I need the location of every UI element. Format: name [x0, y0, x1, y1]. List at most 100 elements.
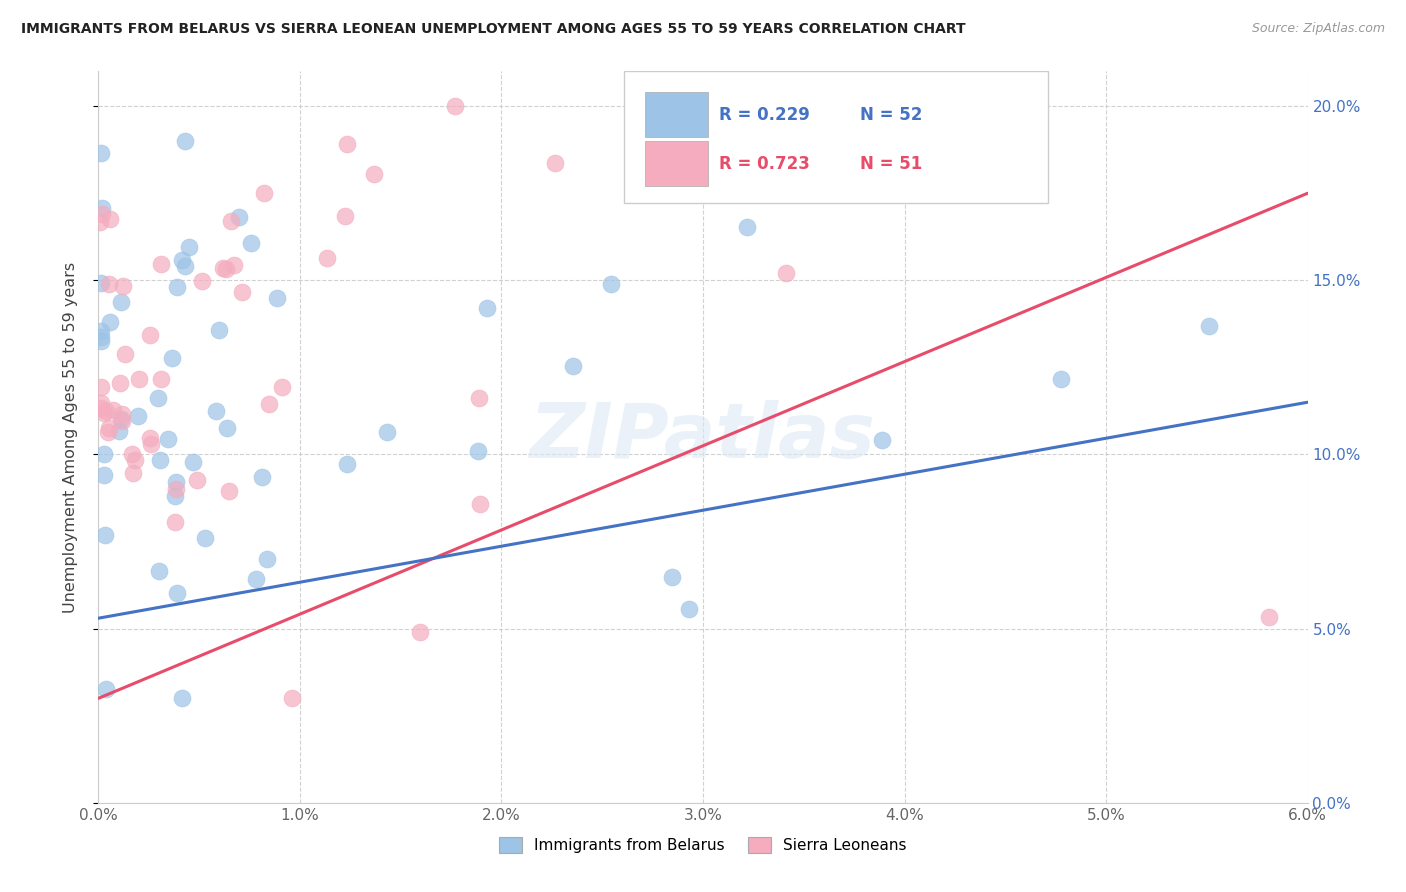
- Point: [170, 691, 193, 706]
- Point: [408, 624, 430, 639]
- Point: [128, 371, 150, 385]
- Point: [98, 277, 121, 291]
- Point: [245, 572, 267, 586]
- Point: [266, 291, 288, 305]
- Point: [561, 359, 583, 374]
- Point: [93, 405, 115, 419]
- Point: [110, 412, 132, 426]
- Point: [149, 372, 172, 386]
- Point: [315, 251, 337, 265]
- Point: [98, 315, 121, 329]
- Point: [110, 376, 132, 390]
- Point: [253, 186, 276, 201]
- Point: [111, 279, 134, 293]
- Point: [148, 564, 170, 578]
- Point: [661, 570, 683, 584]
- Point: [678, 601, 700, 615]
- Point: [250, 470, 273, 484]
- Point: [110, 294, 132, 309]
- Point: [217, 421, 239, 435]
- Point: [156, 433, 179, 447]
- Point: [114, 347, 136, 361]
- Point: [97, 425, 120, 439]
- Point: [101, 402, 124, 417]
- Point: [1258, 610, 1281, 624]
- Point: [468, 497, 491, 511]
- Point: [467, 444, 489, 458]
- Point: [163, 515, 186, 529]
- Point: [165, 482, 187, 496]
- Point: [127, 409, 149, 423]
- Point: [218, 484, 240, 499]
- Point: [139, 437, 162, 451]
- Point: [1198, 319, 1220, 334]
- Point: [111, 407, 134, 421]
- Point: [90, 401, 112, 416]
- Point: [93, 447, 115, 461]
- Point: [467, 391, 489, 405]
- Point: [93, 468, 115, 483]
- Point: [336, 137, 359, 152]
- Point: [444, 99, 467, 113]
- Point: [110, 414, 132, 428]
- Point: [94, 682, 117, 697]
- Point: [205, 403, 228, 417]
- FancyBboxPatch shape: [645, 92, 707, 137]
- Point: [165, 489, 187, 503]
- Point: [231, 285, 253, 299]
- FancyBboxPatch shape: [624, 71, 1047, 203]
- Text: R = 0.229: R = 0.229: [718, 105, 810, 123]
- FancyBboxPatch shape: [645, 141, 707, 186]
- Point: [271, 380, 294, 394]
- Point: [149, 257, 172, 271]
- Point: [90, 324, 112, 338]
- Point: [90, 380, 112, 394]
- Text: Source: ZipAtlas.com: Source: ZipAtlas.com: [1251, 22, 1385, 36]
- Point: [599, 277, 621, 292]
- Point: [94, 527, 117, 541]
- Text: IMMIGRANTS FROM BELARUS VS SIERRA LEONEAN UNEMPLOYMENT AMONG AGES 55 TO 59 YEARS: IMMIGRANTS FROM BELARUS VS SIERRA LEONEA…: [21, 22, 966, 37]
- Point: [281, 691, 304, 706]
- Point: [90, 334, 112, 348]
- Point: [90, 146, 112, 161]
- Point: [166, 279, 188, 293]
- Point: [121, 446, 143, 460]
- Point: [149, 452, 172, 467]
- Text: N = 52: N = 52: [860, 105, 922, 123]
- Point: [90, 276, 112, 290]
- Text: N = 51: N = 51: [860, 154, 922, 172]
- Point: [191, 274, 214, 288]
- Point: [91, 202, 114, 216]
- Point: [1050, 372, 1073, 386]
- Point: [211, 261, 233, 276]
- Point: [108, 424, 131, 438]
- Point: [165, 475, 187, 489]
- Point: [146, 391, 169, 405]
- Point: [89, 215, 111, 229]
- Point: [98, 420, 121, 434]
- Point: [475, 301, 498, 316]
- Point: [160, 351, 183, 365]
- Point: [735, 220, 758, 235]
- Legend: Immigrants from Belarus, Sierra Leoneans: Immigrants from Belarus, Sierra Leoneans: [492, 830, 914, 861]
- Point: [174, 134, 197, 148]
- Text: ZIPatlas: ZIPatlas: [530, 401, 876, 474]
- Point: [363, 167, 385, 181]
- Point: [98, 212, 121, 227]
- Point: [89, 330, 111, 344]
- Point: [775, 266, 797, 280]
- Point: [870, 433, 893, 447]
- Text: R = 0.723: R = 0.723: [718, 154, 810, 172]
- Point: [124, 452, 146, 467]
- Point: [222, 258, 245, 272]
- Y-axis label: Unemployment Among Ages 55 to 59 years: Unemployment Among Ages 55 to 59 years: [63, 261, 77, 613]
- Point: [179, 239, 201, 253]
- Point: [90, 395, 112, 409]
- Point: [139, 328, 162, 343]
- Point: [256, 552, 278, 566]
- Point: [215, 261, 238, 276]
- Point: [336, 457, 359, 471]
- Point: [122, 466, 145, 480]
- Point: [375, 425, 398, 439]
- Point: [181, 455, 204, 469]
